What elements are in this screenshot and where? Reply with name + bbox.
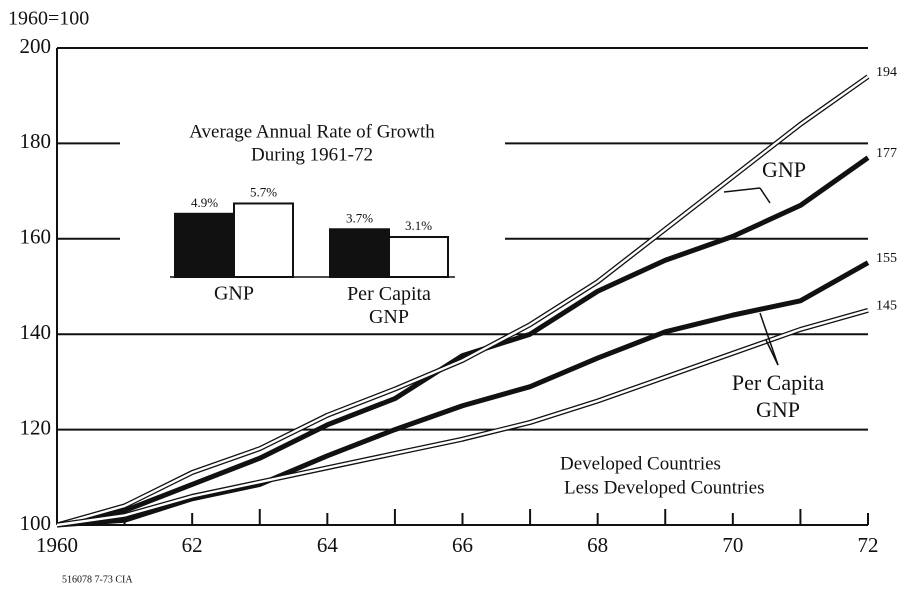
x-tick-label: 68 [587, 533, 608, 557]
bar [233, 202, 294, 278]
end-value-label: 145 [876, 299, 897, 314]
line-series-core [56, 75, 869, 527]
legend-label: Less Developed Countries [564, 477, 765, 498]
inset-category-label: GNP [214, 283, 254, 305]
x-tick-label: 72 [858, 533, 879, 557]
y-tick-label: 200 [20, 34, 52, 58]
x-tick-label: 64 [317, 533, 339, 557]
annotation: GNP [762, 157, 806, 182]
bar-value-label: 5.7% [250, 184, 277, 199]
line-series [56, 155, 870, 528]
y-tick-label: 180 [20, 129, 52, 153]
annotation: Per Capita GNP [732, 370, 824, 422]
line-series-core [56, 309, 869, 527]
x-tick-label: 66 [452, 533, 473, 557]
y-tick-label: 140 [20, 320, 52, 344]
legend-label: Developed Countries [560, 453, 721, 474]
inset-subtitle: During 1961-72 [251, 144, 373, 165]
bar-value-label: 3.1% [405, 218, 432, 233]
bar-value-label: 4.9% [191, 195, 218, 210]
x-tick-label: 70 [722, 533, 743, 557]
bar [174, 212, 235, 278]
leader-line [759, 187, 771, 204]
footnote: 516078 7-73 CIA [62, 574, 133, 585]
bar [329, 228, 390, 279]
bar-value-label: 3.7% [346, 210, 373, 225]
y-tick-label: 120 [20, 415, 52, 439]
y-tick-label: 160 [20, 225, 52, 249]
end-value-label: 194 [876, 65, 897, 80]
leader-line [759, 312, 779, 366]
y-axis-label: 1960=100 [8, 8, 89, 30]
bar [388, 236, 449, 278]
y-tick-label: 100 [20, 511, 52, 535]
leader-line [765, 339, 779, 366]
end-value-label: 177 [876, 146, 897, 161]
x-tick-label: 1960 [36, 533, 78, 557]
inset-title: Average Annual Rate of Growth [189, 121, 435, 142]
x-tick-label: 62 [182, 533, 203, 557]
leader-line [723, 187, 761, 193]
end-value-label: 155 [876, 251, 897, 266]
inset-category-label: Per Capita GNP [347, 283, 431, 328]
